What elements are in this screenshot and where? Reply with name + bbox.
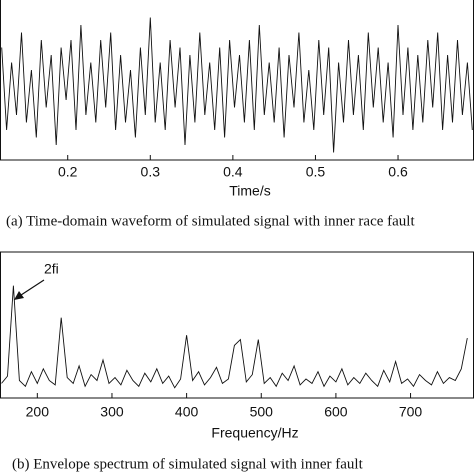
- x-axis-label: Time/s: [229, 183, 270, 199]
- signal-line: [1, 17, 473, 153]
- x-tick-label: 700: [399, 404, 423, 420]
- arrow-head: [14, 291, 24, 300]
- caption: (b) Envelope spectrum of simulated signa…: [12, 456, 364, 472]
- signal-line: [1, 285, 468, 389]
- panel-frame: [0, 251, 474, 399]
- annotation-arrow: [17, 279, 45, 298]
- x-tick-label: 0.4: [223, 164, 243, 180]
- x-tick-label: 200: [26, 404, 50, 420]
- x-tick-label: 300: [100, 404, 124, 420]
- x-tick-label: 0.3: [141, 164, 161, 180]
- x-axis-label: Frequency/Hz: [211, 425, 298, 441]
- x-tick-label: 500: [250, 404, 274, 420]
- caption: (a) Time-domain waveform of simulated si…: [6, 213, 415, 229]
- x-tick-label: 400: [175, 404, 199, 420]
- annotation: 2fi: [44, 261, 59, 277]
- x-tick-label: 0.6: [388, 164, 408, 180]
- x-tick-label: 0.2: [58, 164, 78, 180]
- x-tick-label: 600: [324, 404, 348, 420]
- x-tick-label: 0.5: [306, 164, 326, 180]
